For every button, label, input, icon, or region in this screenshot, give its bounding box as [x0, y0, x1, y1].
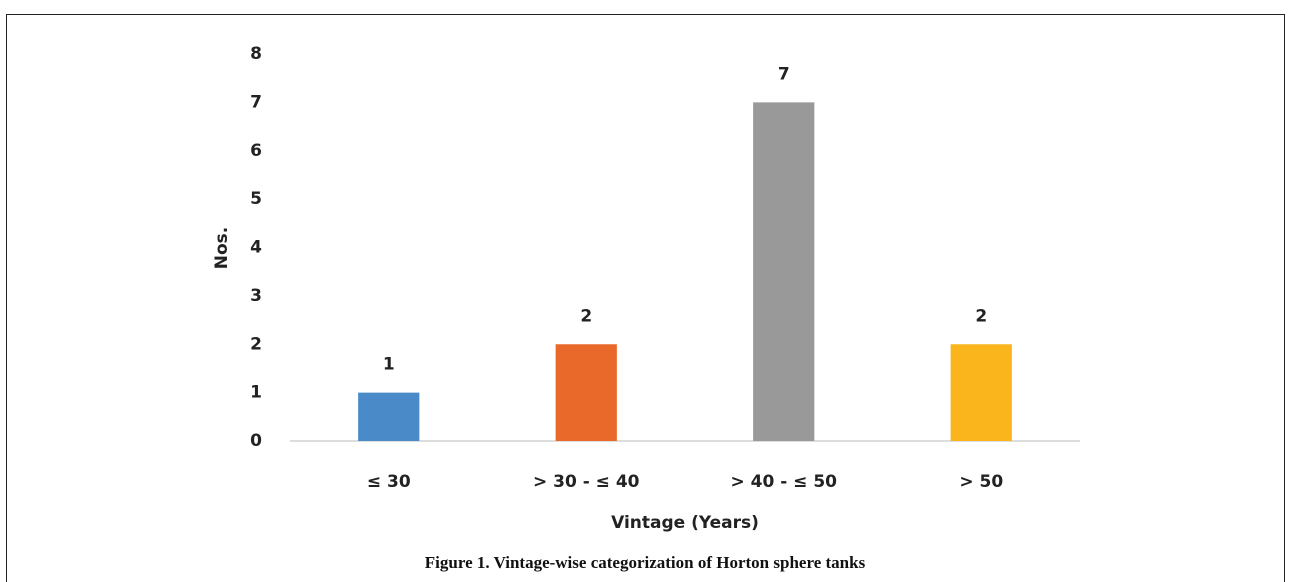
bar — [753, 102, 815, 441]
figure-border — [6, 14, 1285, 582]
value-label: 2 — [975, 306, 987, 326]
y-tick-label: 0 — [250, 431, 262, 451]
y-tick-label: 1 — [250, 383, 262, 403]
bar — [358, 392, 420, 441]
x-tick-label: > 40 - ≤ 50 — [730, 472, 837, 492]
x-tick-label: ≤ 30 — [367, 472, 411, 492]
y-tick-label: 5 — [250, 189, 262, 209]
y-axis-label: Nos. — [212, 227, 232, 269]
value-label: 2 — [580, 306, 592, 326]
y-tick-label: 4 — [250, 238, 262, 258]
caption: Figure 1. Vintage-wise categorization of… — [425, 553, 866, 572]
x-axis-label: Vintage (Years) — [611, 513, 759, 533]
bar — [555, 344, 617, 441]
x-tick-label: > 30 - ≤ 40 — [533, 472, 640, 492]
value-label: 1 — [383, 355, 395, 375]
y-tick-label: 6 — [250, 141, 262, 161]
y-tick-label: 8 — [250, 44, 262, 64]
bar — [950, 344, 1012, 441]
value-label: 7 — [778, 64, 790, 84]
x-tick-label: > 50 — [959, 472, 1003, 492]
y-tick-label: 3 — [250, 286, 262, 306]
y-tick-label: 2 — [250, 334, 262, 354]
y-tick-label: 7 — [250, 92, 262, 112]
